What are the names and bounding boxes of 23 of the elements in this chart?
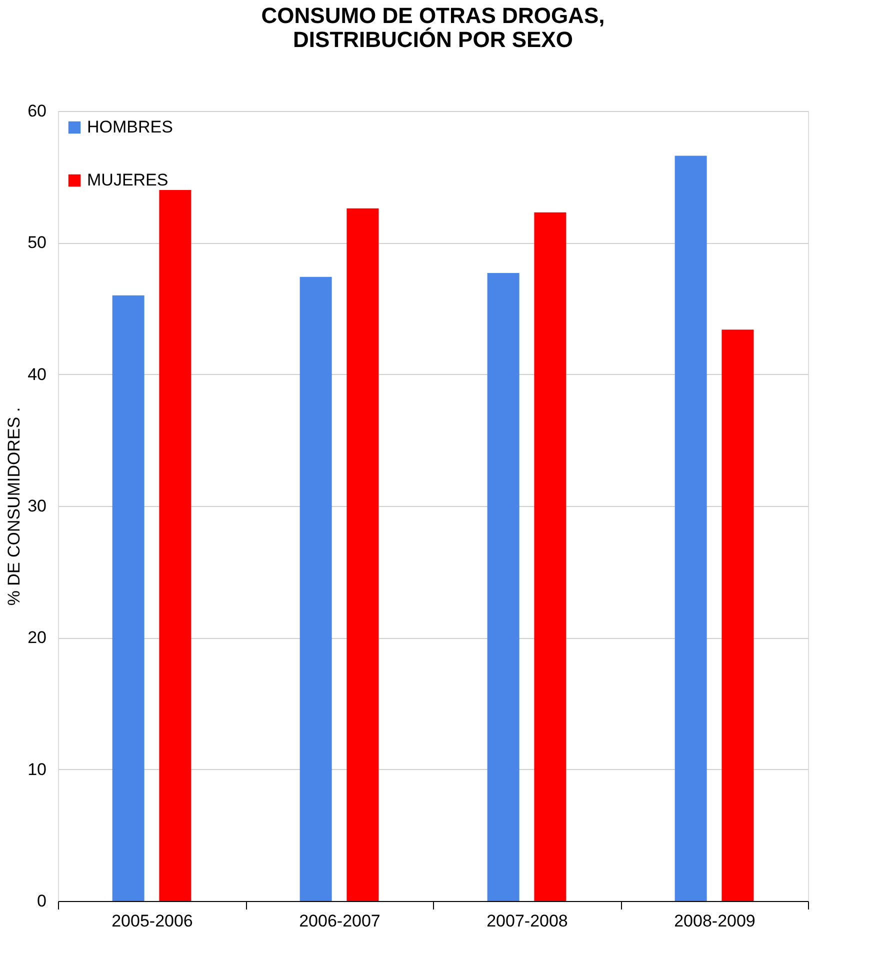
bar [159, 190, 192, 901]
chart-title: CONSUMO DE OTRAS DROGAS, DISTRIBUCIÓN POR SEXO [261, 3, 605, 52]
bar [300, 276, 332, 901]
x-tick-label: 2007-2008 [486, 912, 568, 930]
legend-label: MUJERES [87, 170, 168, 190]
y-axis-title: % DE CONSUMIDORES . [4, 407, 24, 606]
y-tick-label: 30 [28, 496, 46, 516]
legend-label: HOMBRES [87, 118, 173, 136]
x-tick-label: 2005-2006 [112, 912, 193, 930]
bar [346, 208, 379, 901]
bar [112, 295, 144, 901]
bar [722, 330, 754, 901]
y-tick-label: 40 [28, 364, 46, 384]
y-tick-label: 20 [28, 628, 46, 648]
y-tick-label: 0 [37, 892, 46, 910]
y-tick-label: 10 [28, 760, 46, 779]
x-tick-label: 2006-2007 [299, 912, 380, 930]
bar [674, 156, 707, 901]
bar [534, 212, 566, 901]
x-tick-label: 2008-2009 [674, 912, 756, 930]
y-tick-label: 50 [28, 233, 46, 252]
bar [487, 272, 520, 901]
y-tick-label: 60 [28, 102, 46, 120]
